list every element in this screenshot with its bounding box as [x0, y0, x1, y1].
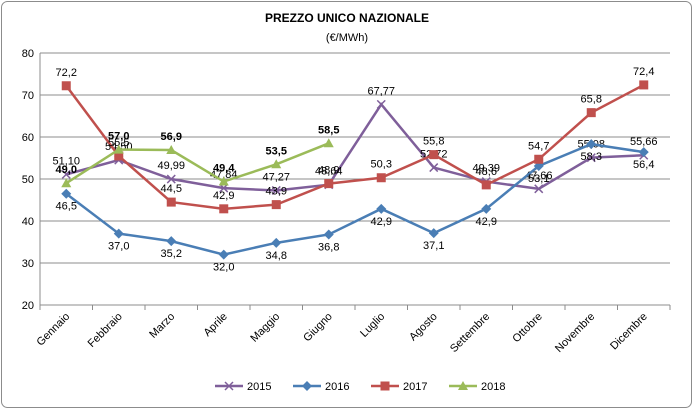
data-label: 32,0	[213, 262, 234, 274]
marker	[166, 174, 176, 184]
y-tick-label: 40	[22, 216, 34, 228]
marker	[271, 237, 282, 248]
chart-subtitle: (€/MWh)	[326, 32, 368, 44]
y-tick-label: 20	[22, 300, 34, 312]
data-label: 58,3	[581, 151, 602, 163]
data-label: 56,4	[633, 159, 654, 171]
data-label: 48,6	[476, 166, 497, 178]
y-tick-label: 80	[22, 48, 34, 60]
marker	[323, 138, 334, 148]
data-label: 55,8	[423, 136, 444, 148]
marker	[638, 147, 649, 158]
data-label: 49,99	[157, 160, 185, 172]
marker	[61, 81, 71, 91]
marker	[586, 108, 596, 118]
marker	[458, 381, 468, 390]
marker	[61, 188, 72, 199]
marker	[166, 197, 176, 207]
data-label: 65,8	[581, 94, 602, 106]
marker	[324, 179, 334, 189]
data-label: 55,5	[108, 137, 129, 149]
data-label: 67,77	[367, 85, 395, 97]
y-tick-label: 60	[22, 132, 34, 144]
marker	[271, 159, 282, 169]
y-tick-label: 50	[22, 174, 34, 186]
data-label: 48,9	[318, 165, 339, 177]
marker	[376, 173, 386, 183]
data-label: 72,4	[633, 66, 654, 78]
marker	[302, 381, 312, 391]
data-label: 72,2	[56, 67, 77, 79]
y-tick-label: 30	[22, 258, 34, 270]
data-label: 56,9	[161, 131, 182, 143]
marker	[114, 151, 124, 161]
data-label: 36,8	[318, 241, 339, 253]
data-label: 48,64	[315, 166, 343, 178]
data-label: 50,3	[371, 159, 392, 171]
marker	[481, 180, 491, 190]
data-label: 42,9	[371, 216, 392, 228]
series-line	[65, 142, 644, 256]
data-label: 37,1	[423, 240, 444, 252]
data-label: 37,0	[108, 241, 129, 253]
legend-label: 2016	[325, 381, 349, 393]
marker	[534, 154, 544, 164]
marker	[113, 144, 124, 154]
marker	[323, 229, 334, 240]
marker	[380, 381, 390, 391]
marker	[224, 381, 234, 391]
legend-label: 2018	[481, 381, 505, 393]
data-label: 54,7	[528, 140, 549, 152]
marker	[218, 249, 229, 260]
data-label: 55,66	[630, 136, 658, 148]
legend-label: 2017	[403, 381, 427, 393]
data-label: 42,9	[476, 216, 497, 228]
data-label: 53,1	[528, 173, 549, 185]
marker	[271, 185, 281, 195]
marker	[166, 236, 177, 247]
marker	[586, 153, 596, 163]
marker	[113, 228, 124, 239]
data-label: 57,0	[108, 131, 129, 143]
marker	[219, 204, 229, 214]
chart-border	[1, 1, 692, 408]
marker	[429, 163, 439, 173]
data-label: 58,5	[318, 124, 339, 136]
y-tick-label: 70	[22, 90, 34, 102]
data-label: 49,4	[213, 163, 235, 175]
marker	[639, 80, 649, 90]
marker	[166, 145, 177, 155]
data-label: 46,5	[56, 201, 77, 213]
marker	[61, 169, 71, 179]
marker	[586, 139, 597, 150]
marker	[376, 203, 387, 214]
marker	[429, 150, 439, 160]
data-label: 34,8	[266, 250, 287, 262]
marker	[481, 203, 492, 214]
chart-title: PREZZO UNICO NAZIONALE	[265, 11, 429, 25]
data-label: 35,2	[161, 248, 182, 260]
marker	[376, 99, 386, 109]
series-line	[65, 83, 645, 211]
data-label: 49,0	[56, 164, 77, 176]
data-label: 44,5	[161, 183, 182, 195]
marker	[271, 200, 281, 210]
data-label: 49,39	[472, 163, 500, 175]
marker	[218, 176, 229, 186]
data-label: 53,5	[266, 145, 287, 157]
data-label: 51,10	[52, 155, 80, 167]
legend-label: 2015	[247, 381, 271, 393]
series-line	[65, 102, 644, 192]
marker	[428, 228, 439, 239]
marker	[534, 184, 544, 194]
data-label: 43,9	[266, 186, 287, 198]
data-label: 47,27	[262, 171, 290, 183]
data-label: 42,9	[213, 190, 234, 202]
marker	[61, 178, 72, 188]
series-line	[65, 142, 330, 185]
